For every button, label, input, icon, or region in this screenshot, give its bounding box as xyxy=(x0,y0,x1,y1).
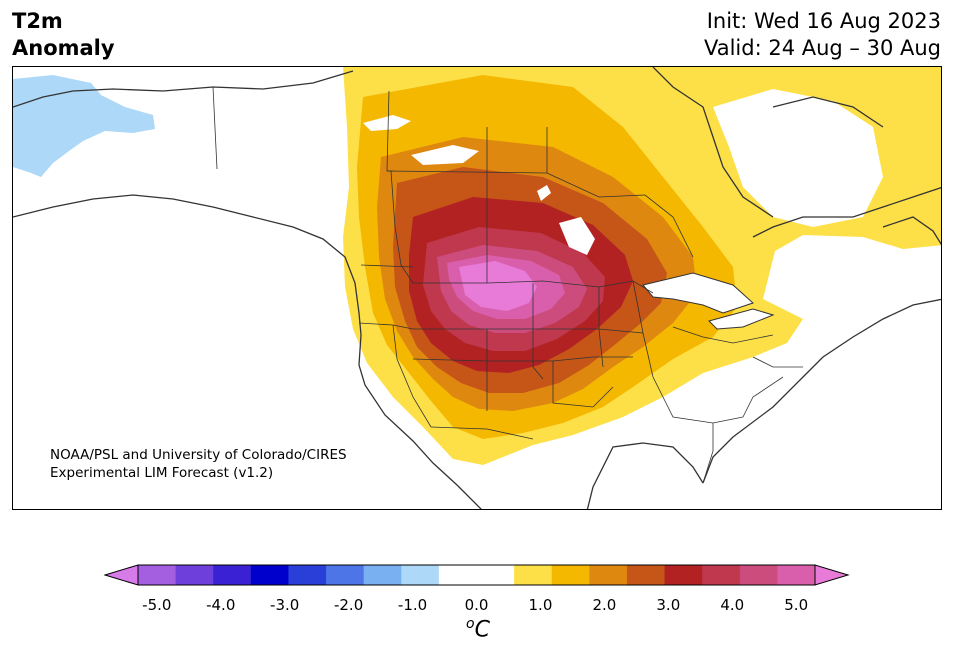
colorbar-tick-label: 4.0 xyxy=(720,596,745,614)
coastlines xyxy=(13,67,941,509)
colorbar-bin xyxy=(626,565,666,585)
valid-range: Valid: 24 Aug – 30 Aug xyxy=(703,36,941,60)
colorbar-tick-label: -2.0 xyxy=(333,596,364,614)
cold-anomaly-alaska xyxy=(13,75,155,177)
colorbar-bin xyxy=(438,565,477,585)
colorbar-tick-label: -4.0 xyxy=(206,596,236,614)
colorbar-extend-high xyxy=(814,564,850,586)
colorbar xyxy=(104,564,850,586)
lake-white-2 xyxy=(411,145,479,165)
units-degree: o xyxy=(466,616,475,632)
colorbar-bin xyxy=(514,565,553,585)
great-lakes xyxy=(642,272,754,314)
colorbar-bin xyxy=(476,565,515,585)
colorbar-bin xyxy=(213,565,252,585)
map-credit: NOAA/PSL and University of Colorado/CIRE… xyxy=(50,446,347,482)
colorbar-bin xyxy=(363,565,402,585)
title-line-1: T2m xyxy=(12,9,63,33)
colorbar-bin xyxy=(138,565,177,585)
colorbar-segments xyxy=(138,565,816,585)
colorbar-bin xyxy=(551,565,590,585)
colorbar-tick-label: 2.0 xyxy=(592,596,617,614)
colorbar-tick-label: 3.0 xyxy=(656,596,681,614)
units-letter: C xyxy=(474,617,490,643)
colorbar-bin xyxy=(288,565,327,585)
init-date: Init: Wed 16 Aug 2023 xyxy=(706,9,941,33)
colorbar-tick-label: -5.0 xyxy=(142,596,172,614)
colorbar-tick-label: 1.0 xyxy=(528,596,553,614)
colorbar-ticks: -5.0 -4.0 -3.0 -2.0 -1.0 0.0 1.0 2.0 3.0 4.0 5.0 xyxy=(0,596,953,618)
colorbar-bin xyxy=(250,565,289,585)
map-svg xyxy=(13,67,941,509)
credit-line-1: NOAA/PSL and University of Colorado/CIRE… xyxy=(50,447,347,463)
colorbar-outline xyxy=(137,564,816,586)
neutral-area-hudson xyxy=(713,89,883,227)
colorbar-bin xyxy=(589,565,628,585)
forecast-dates: Init: Wed 16 Aug 2023 Valid: 24 Aug – 30… xyxy=(704,8,941,62)
lake-white-1 xyxy=(363,115,411,131)
anomaly-core-magenta xyxy=(459,261,537,311)
colorbar-bin xyxy=(401,565,440,585)
colorbar-bin xyxy=(739,565,778,585)
anomaly-map: NOAA/PSL and University of Colorado/CIRE… xyxy=(12,66,942,510)
colorbar-tick-label: 5.0 xyxy=(784,596,809,614)
lake-white-3 xyxy=(559,217,595,255)
colorbar-bin xyxy=(664,565,703,585)
title-line-2: Anomaly xyxy=(12,36,115,60)
credit-line-2: Experimental LIM Forecast (v1.2) xyxy=(50,465,274,481)
colorbar-bin xyxy=(175,565,214,585)
colorbar-extend-low xyxy=(104,564,139,586)
political-borders xyxy=(212,86,803,484)
map-title: T2m Anomaly xyxy=(12,8,115,62)
colorbar-tick-label: -1.0 xyxy=(397,596,428,614)
colorbar-bin xyxy=(777,565,816,585)
colorbar-bin xyxy=(326,565,365,585)
colorbar-tick-label: -3.0 xyxy=(270,596,300,614)
lake-erie xyxy=(708,308,775,330)
colorbar-bin xyxy=(702,565,741,585)
colorbar-tick-label: 0.0 xyxy=(464,596,489,614)
lake-white-4 xyxy=(537,185,551,201)
colorbar-units: oC xyxy=(466,616,490,642)
